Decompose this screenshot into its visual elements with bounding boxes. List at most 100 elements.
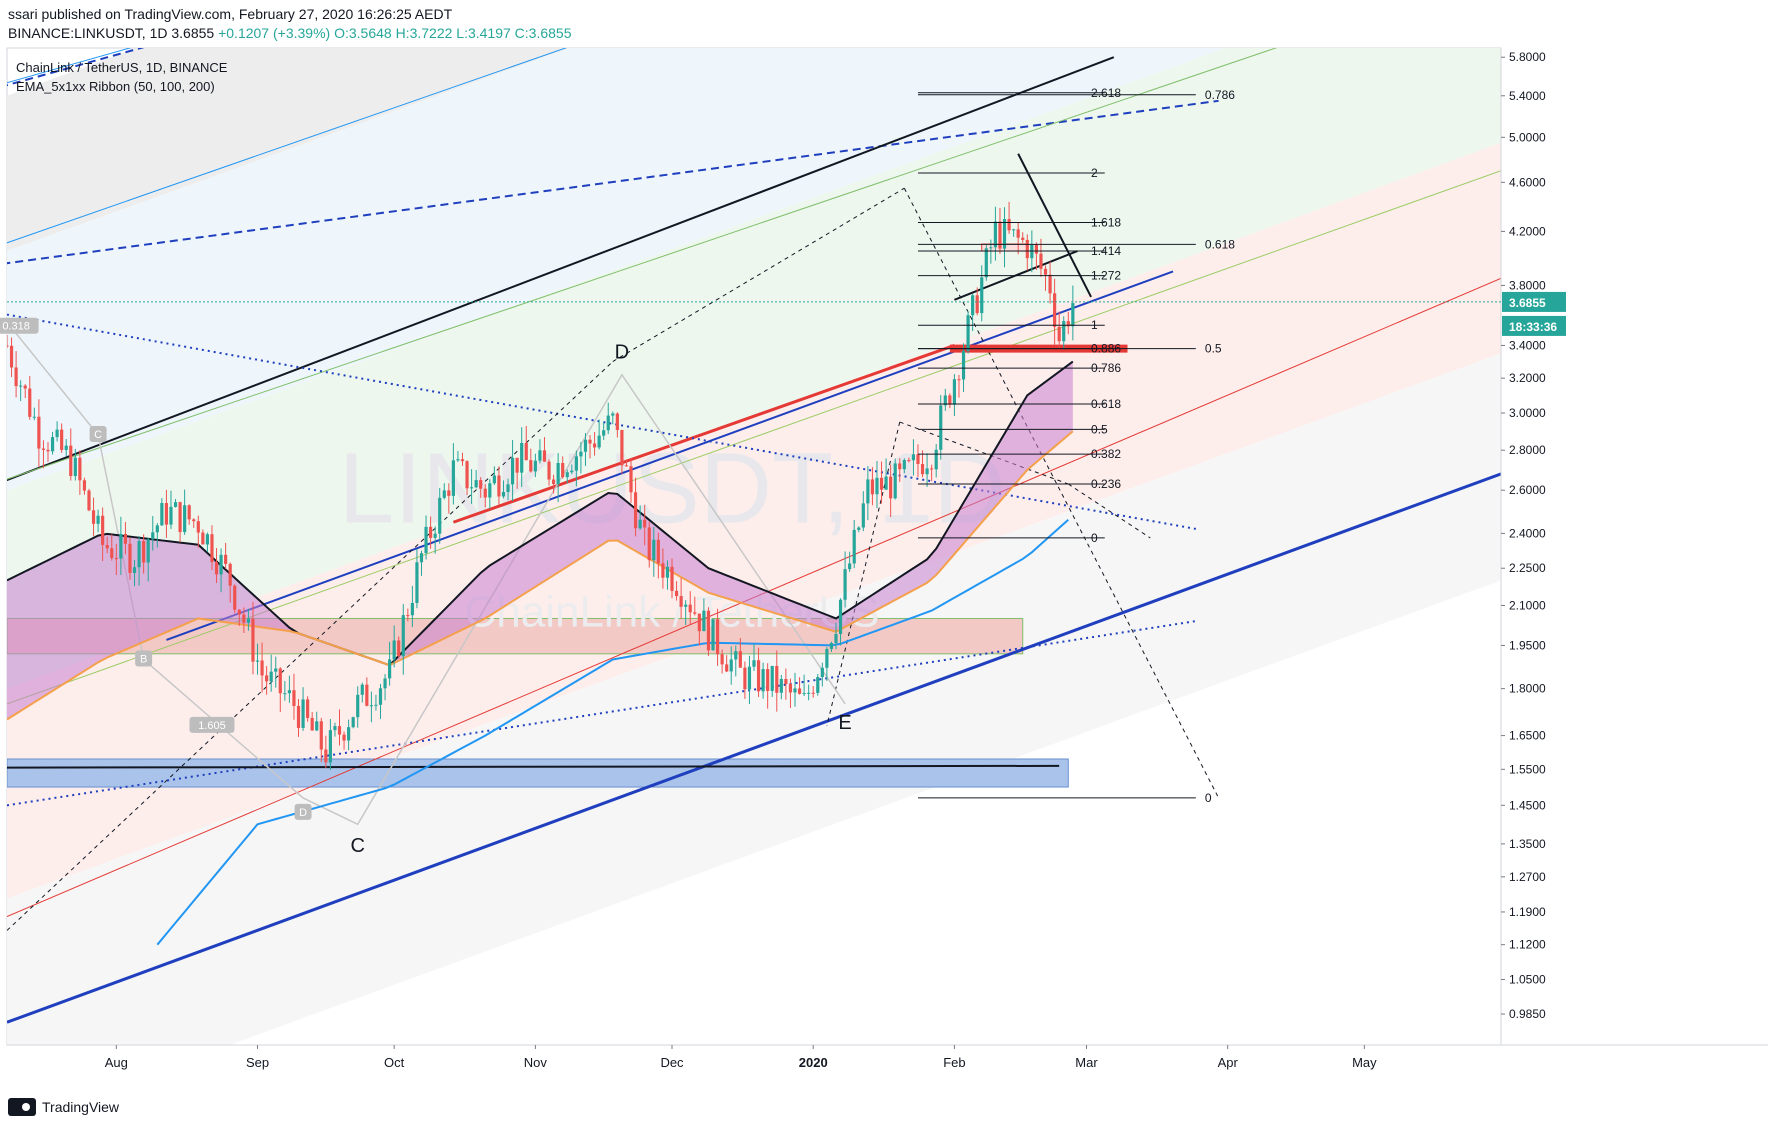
candle-body [110, 548, 114, 559]
channel-band [7, 48, 570, 252]
candle-body [333, 726, 337, 731]
candle-body [447, 490, 451, 496]
candle-body [884, 476, 888, 490]
candles [7, 201, 1075, 770]
fibonacci-levels: 2.61821.6181.4141.27210.8860.7860.6180.5… [917, 86, 1235, 805]
candle-body [520, 442, 524, 473]
candle-body [948, 395, 952, 405]
candle-body [588, 439, 592, 444]
candle-body [961, 350, 966, 380]
candle-body [315, 721, 319, 731]
candle-body [838, 599, 843, 634]
candle-body [538, 450, 542, 461]
candle-body [265, 675, 269, 682]
candle-body [629, 466, 633, 493]
candle-body [301, 699, 305, 728]
candle-body [693, 612, 697, 614]
candle-body [347, 727, 351, 741]
time-tick-label: Mar [1075, 1055, 1098, 1070]
time-tick-label: Sep [246, 1055, 269, 1070]
pair-legend[interactable]: ChainLink / TetherUS, 1D, BINANCE [16, 60, 228, 75]
candle-body [429, 526, 433, 538]
candle-body [251, 618, 255, 662]
candle-body [898, 463, 902, 470]
candle-body [187, 505, 191, 520]
candle-body [857, 527, 861, 530]
candle-body [1025, 239, 1029, 259]
time-tick-label: Apr [1218, 1055, 1239, 1070]
candle-body [137, 541, 141, 568]
candle-body [60, 429, 64, 450]
candle-body [848, 563, 852, 570]
time-tick-label: May [1352, 1055, 1377, 1070]
support-line [7, 472, 1501, 1024]
channel-band [7, 48, 1501, 689]
candle-body [624, 465, 629, 467]
candle-body [324, 749, 328, 763]
candle-body [756, 660, 761, 692]
price-tick-label: 1.8000 [1509, 682, 1546, 696]
candle-body [128, 543, 132, 573]
candle-body [492, 475, 496, 484]
candle-body [64, 445, 68, 450]
candle-body [606, 415, 610, 431]
candle-body [907, 460, 911, 462]
tradingview-footer[interactable]: TradingView [8, 1098, 119, 1116]
candle-body [246, 618, 251, 623]
time-axis[interactable]: Aug Sep Oct Nov Dec 2020 Feb Mar Apr May [105, 1045, 1377, 1070]
candle-body [971, 295, 975, 316]
candle-body [19, 385, 23, 387]
candle-body [879, 477, 884, 490]
dashed-diagonal-2 [612, 187, 905, 362]
candle-body [1062, 321, 1066, 342]
candle-body [483, 488, 487, 498]
channel-line [7, 48, 568, 244]
candle-body [1057, 326, 1061, 342]
candle-body [515, 457, 519, 473]
candle-body [23, 385, 27, 389]
time-tick-label: Aug [105, 1055, 128, 1070]
candle-body [551, 479, 556, 485]
countdown-label: 18:33:36 [1509, 320, 1557, 334]
candle-body [1034, 244, 1038, 254]
tag-label: B [140, 653, 147, 665]
symbol-prefix: BINANCE:LINKUSDT, 1D 3.6855 [8, 25, 215, 41]
candle-body [378, 688, 383, 705]
candle-body [228, 563, 232, 586]
price-tick-label: 1.3500 [1509, 837, 1546, 851]
channel-band [7, 353, 1501, 1045]
price-tick-label: 2.6000 [1509, 483, 1546, 497]
tag-label-bg [135, 650, 153, 667]
horizontal-level [7, 764, 1060, 769]
price-axis[interactable]: 5.8000 5.4000 5.0000 4.6000 4.2000 3.8000 3.40… [1501, 50, 1546, 1021]
candle-body [192, 519, 196, 522]
candle-body [442, 490, 446, 498]
candle-body [583, 439, 588, 452]
candle-body [374, 704, 378, 706]
candle-body [866, 479, 870, 504]
candle-body [369, 705, 373, 707]
candle-body [50, 437, 55, 452]
ribbon-legend[interactable]: EMA_5x1xx Ribbon (50, 100, 200) [16, 79, 215, 94]
price-tick-label: 4.2000 [1509, 224, 1546, 238]
candle-body [160, 503, 164, 526]
candle-body [479, 480, 483, 489]
price-tick-label: 1.6500 [1509, 729, 1546, 743]
candle-body [861, 503, 865, 528]
candle-body [169, 506, 173, 525]
candle-body [337, 726, 342, 735]
candle-body [101, 515, 105, 545]
candle-body [615, 413, 619, 430]
price-change: +0.1207 (+3.39%) [218, 25, 331, 41]
candle-body [761, 669, 765, 692]
candle-body [274, 668, 278, 672]
candle-body [269, 671, 273, 682]
pattern-label: C [350, 835, 364, 857]
tag-label-bg [0, 317, 39, 334]
channel-black [7, 56, 1115, 482]
last-price-box [1502, 291, 1566, 312]
price-tick-label: 1.1200 [1509, 938, 1546, 952]
price-tick-label: 1.1900 [1509, 905, 1546, 919]
candle-body [296, 705, 301, 728]
